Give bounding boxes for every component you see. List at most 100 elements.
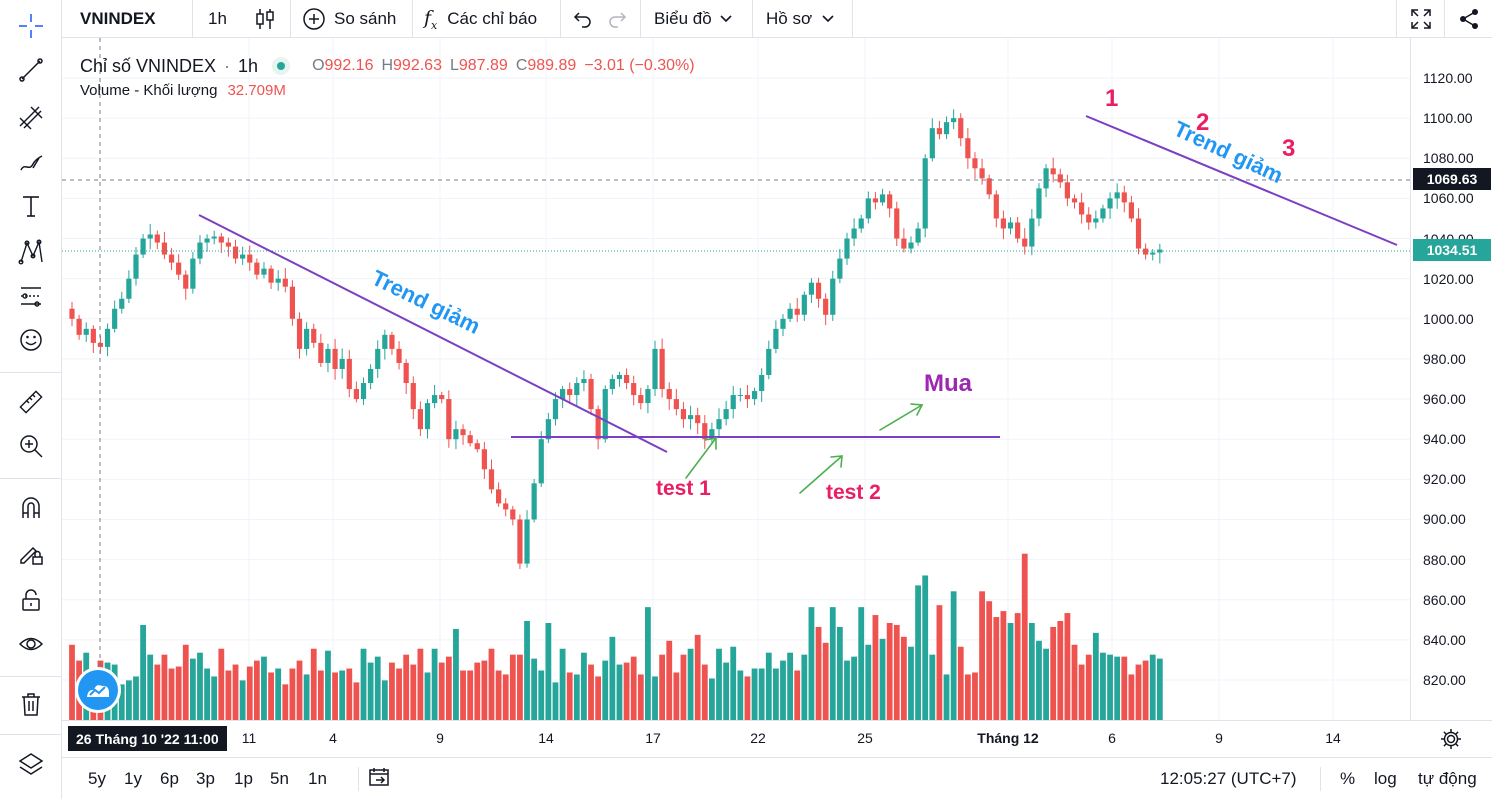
- volume-bar: [979, 591, 985, 720]
- volume-bar: [424, 672, 431, 720]
- range-button-3p[interactable]: 3p: [196, 769, 215, 788]
- legend-title[interactable]: Chỉ số VNINDEX: [80, 55, 217, 76]
- eye-icon[interactable]: [11, 624, 51, 664]
- forecast-tool-icon[interactable]: [11, 276, 51, 316]
- timezone-clock[interactable]: 12:05:27 (UTC+7): [1160, 758, 1297, 799]
- candle-body: [1100, 208, 1106, 219]
- trash-icon[interactable]: [11, 684, 51, 724]
- volume-label[interactable]: Volume - Khối lượng: [80, 81, 218, 99]
- volume-bar: [1121, 656, 1128, 720]
- range-button-5y[interactable]: 5y: [88, 769, 106, 788]
- trendline-2[interactable]: [1085, 115, 1398, 246]
- candle-body: [368, 368, 374, 384]
- volume-bar: [481, 660, 488, 720]
- toolbar-separator: [192, 0, 193, 38]
- chart-settings-button[interactable]: [1440, 728, 1462, 755]
- volume-bar: [268, 672, 274, 720]
- emoji-icon[interactable]: [11, 320, 51, 360]
- range-button-6p[interactable]: 6p: [160, 769, 179, 788]
- volume-bar: [602, 660, 609, 720]
- price-chart[interactable]: Trend giảm Trend giảm test 1 test 2 Mua …: [62, 38, 1410, 720]
- interval-button[interactable]: 1h: [208, 0, 227, 38]
- brush-tool-icon[interactable]: [11, 142, 51, 182]
- lock-drawings-icon[interactable]: [11, 532, 51, 572]
- unlock-icon[interactable]: [11, 580, 51, 620]
- undo-button[interactable]: [572, 0, 594, 38]
- pattern-tool-icon[interactable]: [11, 232, 51, 272]
- candle-body: [922, 158, 928, 229]
- volume-bar: [723, 662, 730, 720]
- zoom-in-icon[interactable]: [11, 426, 51, 466]
- volume-bar: [545, 622, 552, 720]
- candle-body: [751, 391, 758, 400]
- chart-type-button[interactable]: [254, 0, 276, 38]
- range-button-1y[interactable]: 1y: [124, 769, 142, 788]
- redo-button[interactable]: [606, 0, 628, 38]
- chart-menu-button[interactable]: Biểu đồ: [654, 0, 732, 38]
- goto-date-button[interactable]: [368, 758, 390, 799]
- volume-bar: [1078, 664, 1085, 720]
- candle-body: [993, 194, 999, 219]
- text-tool-icon[interactable]: [11, 186, 51, 226]
- symbol-search[interactable]: VNINDEX: [80, 0, 156, 38]
- layers-icon[interactable]: [11, 744, 51, 784]
- volume-bar: [588, 664, 594, 720]
- ruler-icon[interactable]: [11, 382, 51, 422]
- trendline-1[interactable]: [198, 214, 668, 453]
- range-button-1n[interactable]: 1n: [308, 769, 327, 788]
- auto-scale-button[interactable]: tự động: [1418, 758, 1477, 799]
- volume-bar: [1050, 626, 1057, 720]
- test-2-label: test 2: [826, 481, 881, 504]
- volume-bar: [758, 668, 765, 720]
- candle-body: [595, 409, 601, 440]
- share-icon: [1458, 8, 1480, 30]
- change-value: −3.01 (−0.30%): [584, 57, 695, 74]
- candle-body: [1022, 238, 1028, 247]
- volume-bar: [246, 666, 253, 720]
- crosshair-price-label: 1069.63: [1413, 168, 1491, 191]
- range-button-5n[interactable]: 5n: [270, 769, 289, 788]
- toolbar-separator: [560, 0, 561, 38]
- candle-body: [1114, 192, 1120, 199]
- volume-bar: [844, 660, 850, 720]
- share-button[interactable]: [1458, 0, 1480, 38]
- crosshair-icon[interactable]: [11, 6, 51, 46]
- candle-body: [240, 254, 246, 259]
- volume-bar: [573, 674, 580, 720]
- candle-body: [154, 234, 160, 243]
- trendline-tool-icon[interactable]: [11, 50, 51, 90]
- range-button-1p[interactable]: 1p: [234, 769, 253, 788]
- candle-body: [737, 395, 743, 397]
- volume-bar: [438, 662, 445, 720]
- candle-body: [666, 389, 672, 400]
- market-status-icon[interactable]: [272, 57, 291, 75]
- volume-bar: [986, 601, 993, 720]
- volume-bar: [410, 664, 417, 720]
- time-axis[interactable]: 26 Tháng 10 '22 11:00 11 4 9 14 17 22 25 Tháng …: [62, 720, 1492, 756]
- volume-bar: [118, 684, 125, 720]
- candle-body: [951, 118, 957, 123]
- compare-button[interactable]: So sánh: [302, 0, 396, 38]
- fullscreen-button[interactable]: [1410, 0, 1432, 38]
- time-tick-label: 25: [857, 730, 873, 746]
- indicators-button[interactable]: fx Các chỉ báo: [424, 0, 537, 38]
- magnet-icon[interactable]: [11, 488, 51, 528]
- broker-logo-icon[interactable]: [78, 670, 118, 710]
- toolbar-separator: [1320, 767, 1321, 791]
- candle-body: [524, 519, 530, 564]
- volume-bar: [659, 654, 666, 720]
- volume-bar: [993, 617, 1000, 720]
- price-axis[interactable]: 1120.001100.001080.001060.001040.001020.…: [1410, 38, 1492, 720]
- log-scale-button[interactable]: log: [1374, 758, 1397, 799]
- profile-menu-button[interactable]: Hồ sơ: [766, 0, 834, 38]
- candle-body: [865, 198, 871, 219]
- peak-label-3: 3: [1282, 135, 1295, 162]
- volume-bar: [1043, 648, 1049, 720]
- fib-tool-icon[interactable]: [11, 98, 51, 138]
- volume-bar: [957, 646, 964, 720]
- volume-bar: [1128, 674, 1135, 720]
- volume-bar: [133, 676, 139, 720]
- percent-scale-button[interactable]: %: [1340, 758, 1355, 799]
- volume-bar: [346, 668, 353, 720]
- volume-bar: [275, 668, 282, 720]
